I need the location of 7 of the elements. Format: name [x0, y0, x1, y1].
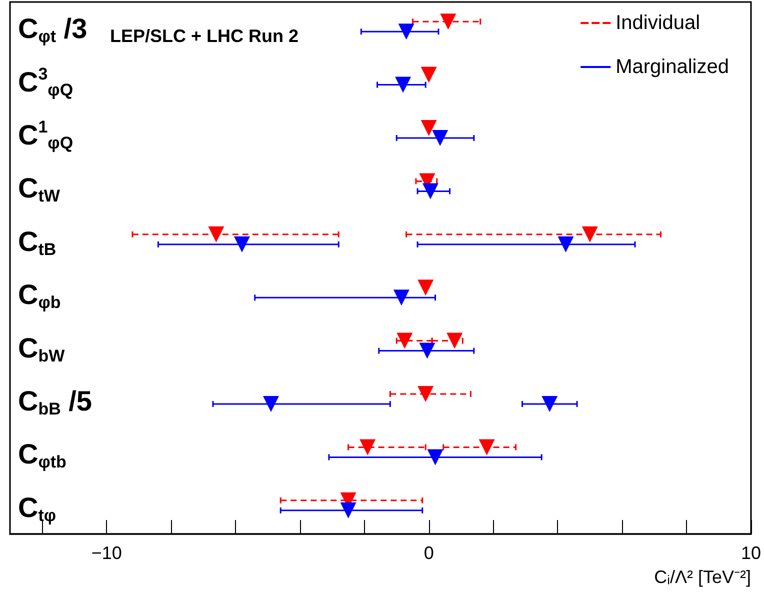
- legend-label: Individual: [616, 12, 700, 34]
- x-tick-label: −10: [91, 543, 122, 563]
- x-tick-label: 0: [424, 543, 434, 563]
- text: LEP/SLC + LHC Run 2: [110, 26, 299, 46]
- legend-label: Marginalized: [616, 56, 729, 78]
- x-tick-label: 10: [740, 543, 762, 563]
- x-axis-title: Cᵢ/Λ² [TeV⁻²]: [654, 567, 751, 587]
